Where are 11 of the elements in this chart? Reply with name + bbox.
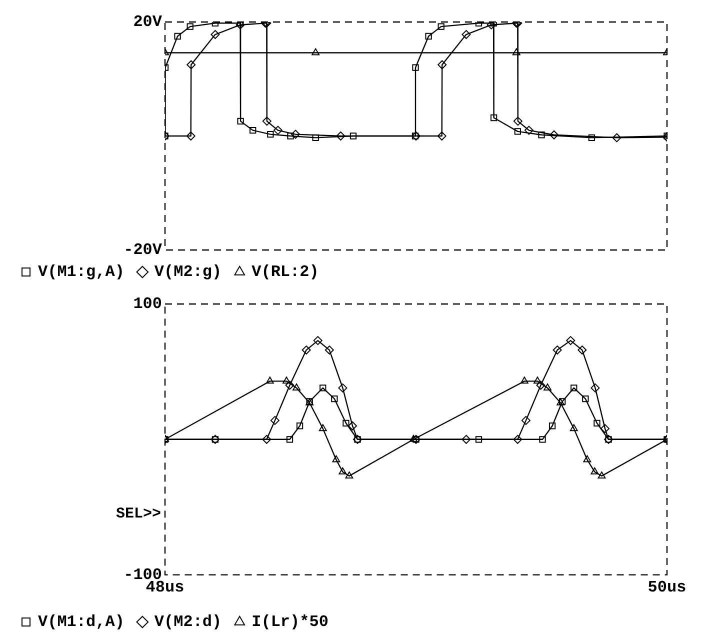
text: SEL>>: [116, 506, 161, 523]
legend-label: I(Lr)*50: [252, 613, 328, 632]
y-tick-label: 20V: [133, 13, 162, 32]
x-tick-label: 50us: [648, 578, 686, 596]
y-tick-label: 100: [133, 295, 162, 314]
legend-label: V(RL:2): [252, 263, 319, 282]
legend-label: V(M2:d): [154, 613, 222, 632]
legend-label: V(M1:d,A): [38, 613, 124, 632]
legend-label: V(M1:g,A): [38, 263, 124, 282]
legend-label: V(M2:g): [154, 263, 222, 282]
y-tick-label: -20V: [124, 241, 162, 260]
